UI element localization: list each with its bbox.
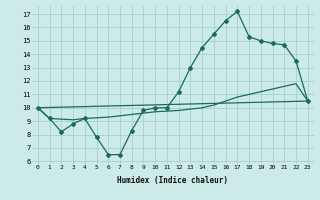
X-axis label: Humidex (Indice chaleur): Humidex (Indice chaleur): [117, 176, 228, 185]
